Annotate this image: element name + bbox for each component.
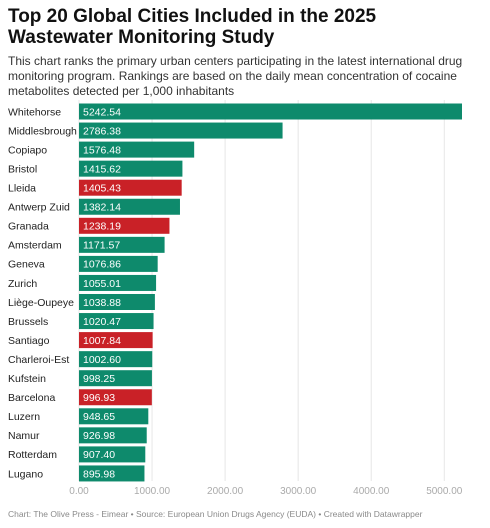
x-tick-label: 2000.00 <box>207 486 244 497</box>
category-label: Lugano <box>8 468 43 480</box>
bar-value-label: 996.93 <box>83 392 115 404</box>
category-label: Copiapo <box>8 144 47 156</box>
bar <box>79 122 283 139</box>
category-label: Rotterdam <box>8 449 57 461</box>
category-labels: Whitehorse Middlesbrough Copiapo Bristol Lle… <box>8 106 77 480</box>
bar-value-label: 895.98 <box>83 468 115 480</box>
bar <box>79 141 195 158</box>
category-label: Luzern <box>8 411 40 423</box>
bar <box>79 370 152 387</box>
category-label: Antwerp Zuid <box>8 202 70 214</box>
bar <box>79 198 180 215</box>
bar-value-label: 1171.57 <box>83 240 120 252</box>
bar <box>79 217 170 234</box>
category-label: Zurich <box>8 278 37 290</box>
bar <box>79 274 157 291</box>
category-label: Charleroi-Est <box>8 354 69 366</box>
category-label: Kufstein <box>8 373 46 385</box>
bar-value-label: 1405.43 <box>83 183 121 195</box>
x-tick-label: 5000.00 <box>426 486 463 497</box>
category-label: Geneva <box>8 259 45 271</box>
chart-subtitle: This chart ranks the primary urban cente… <box>8 54 463 98</box>
category-label: Liège-Oupeye <box>8 297 74 309</box>
category-label: Whitehorse <box>8 106 61 118</box>
bar <box>79 465 145 482</box>
bar-value-label: 907.40 <box>83 449 115 461</box>
bar <box>79 236 165 253</box>
category-label: Namur <box>8 430 40 442</box>
chart-footer: Chart: The Olive Press - Eimear • Source… <box>8 509 423 519</box>
x-axis-ticks: 0.00 1000.00 2000.00 3000.00 4000.00 5000.00 <box>69 486 463 497</box>
bar-value-label: 1007.84 <box>83 335 121 347</box>
bar-value-label: 5242.54 <box>83 106 121 118</box>
bar-value-label: 1238.19 <box>83 221 121 233</box>
category-label: Santiago <box>8 335 50 347</box>
bars: 5242.54 2786.38 1576.48 1415.62 1405.43 1382.… <box>79 103 462 482</box>
bar-value-label: 1382.14 <box>83 202 121 214</box>
bar <box>79 160 183 177</box>
bar <box>79 103 462 120</box>
x-tick-label: 3000.00 <box>280 486 317 497</box>
bar-value-label: 2786.38 <box>83 125 121 137</box>
bar <box>79 255 158 272</box>
category-label: Granada <box>8 221 49 233</box>
bar-value-label: 1576.48 <box>83 144 121 156</box>
x-tick-label: 4000.00 <box>353 486 390 497</box>
bar-value-label: 998.25 <box>83 373 115 385</box>
category-label: Brussels <box>8 316 48 328</box>
bar <box>79 408 149 425</box>
chart-title: Top 20 Global Cities Included in the 202… <box>8 6 377 48</box>
bar <box>79 332 153 349</box>
category-label: Lleida <box>8 183 36 195</box>
bar-value-label: 1415.62 <box>83 163 121 175</box>
category-label: Barcelona <box>8 392 55 404</box>
bar-value-label: 1020.47 <box>83 316 121 328</box>
bar-value-label: 948.65 <box>83 411 115 423</box>
bar-value-label: 1002.60 <box>83 354 121 366</box>
category-label: Amsterdam <box>8 240 62 252</box>
bar-value-label: 1055.01 <box>83 278 121 290</box>
bar <box>79 351 153 368</box>
bar <box>79 389 152 406</box>
category-label: Middlesbrough <box>8 125 77 137</box>
bar <box>79 446 146 463</box>
bar-value-label: 926.98 <box>83 430 115 442</box>
bar-chart: 5242.54 2786.38 1576.48 1415.62 1405.43 1382.… <box>8 100 463 497</box>
x-tick-label: 1000.00 <box>134 486 171 497</box>
bar-value-label: 1038.88 <box>83 297 121 309</box>
bar <box>79 294 155 310</box>
bar-value-label: 1076.86 <box>83 259 121 271</box>
bar <box>79 427 147 444</box>
x-tick-label: 0.00 <box>69 486 89 497</box>
bar <box>79 179 182 196</box>
bar <box>79 313 154 330</box>
category-label: Bristol <box>8 163 37 175</box>
